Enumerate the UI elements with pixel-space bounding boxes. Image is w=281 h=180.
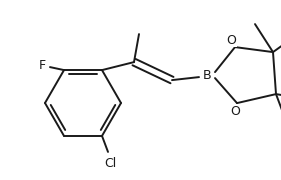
Text: F: F	[38, 59, 46, 72]
Text: O: O	[226, 34, 236, 47]
Text: Cl: Cl	[104, 157, 116, 170]
Text: B: B	[203, 69, 211, 82]
Text: O: O	[230, 105, 240, 118]
